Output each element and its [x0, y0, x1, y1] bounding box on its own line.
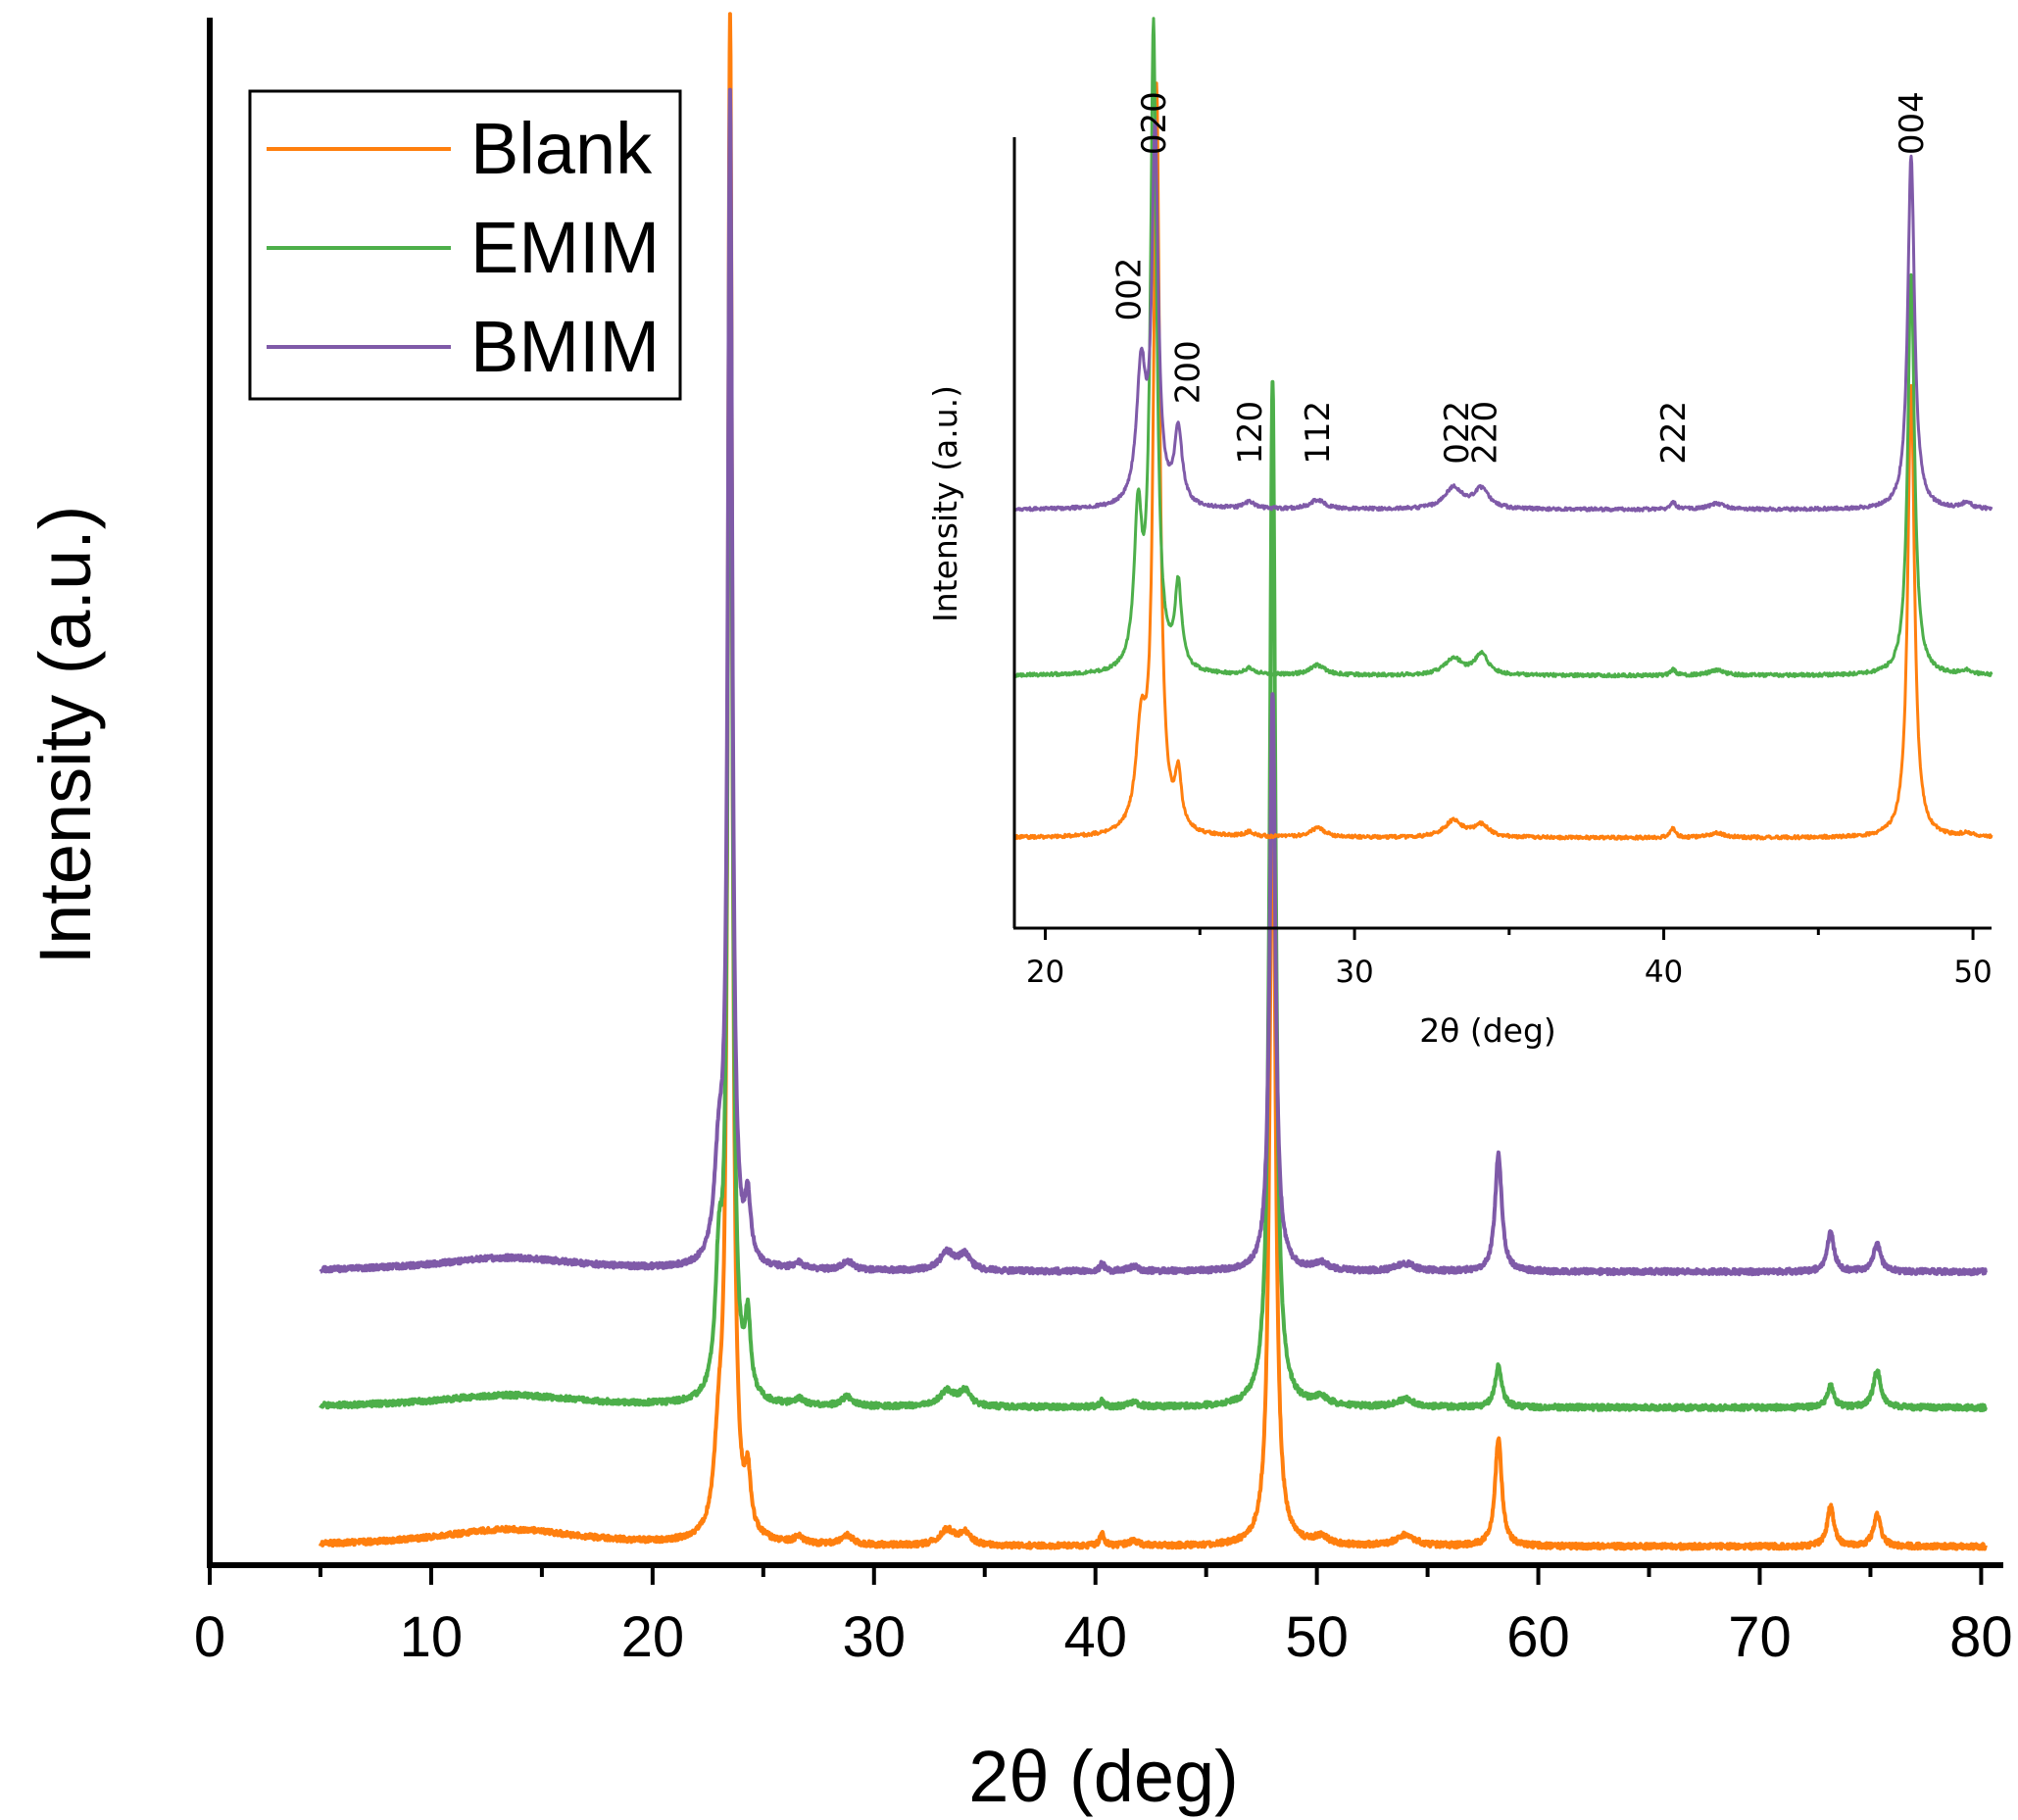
inset-peak-label: 020 [1135, 91, 1174, 155]
inset-series-line-bmim [1013, 119, 1993, 513]
legend-label-bmim: BMIM [470, 306, 660, 387]
x-tick-label: 80 [1949, 1605, 2013, 1669]
x-tick-label: 60 [1506, 1605, 1570, 1669]
x-tick-label: 70 [1728, 1605, 1792, 1669]
main-plot: 0 10 20 30 40 50 60 70 80 2θ (deg) Intensity (a.… [25, 12, 2013, 1817]
inset-y-axis-label: Intensity (a.u.) [926, 385, 964, 622]
inset-peak-label: 222 [1654, 401, 1694, 465]
inset-x-tick-label: 20 [1026, 955, 1064, 990]
inset-series-group [1012, 17, 1993, 841]
x-tick-label: 40 [1063, 1605, 1127, 1669]
inset-peak-label: 120 [1231, 401, 1270, 465]
inset-x-tick-label: 30 [1335, 955, 1373, 990]
inset-peak-label: 112 [1299, 401, 1338, 465]
x-tick-label: 20 [621, 1605, 685, 1669]
main-x-ticks: 0 10 20 30 40 50 60 70 80 [194, 1565, 2013, 1669]
x-tick-label: 50 [1285, 1605, 1349, 1669]
series-line-blank [319, 12, 1988, 1551]
main-series-group [319, 12, 1988, 1551]
x-tick-label: 10 [400, 1605, 464, 1669]
main-x-axis-label: 2θ (deg) [968, 1736, 1239, 1817]
legend: Blank EMIM BMIM [248, 89, 682, 401]
inset-peak-label: 200 [1169, 340, 1208, 404]
series-line-emim [319, 131, 1988, 1412]
inset-x-tick-label: 40 [1645, 955, 1683, 990]
inset-series-line-emim [1013, 17, 1993, 679]
x-tick-label: 30 [843, 1605, 907, 1669]
inset-x-axis-label: 2θ (deg) [1419, 1011, 1556, 1050]
x-tick-label: 0 [194, 1605, 225, 1669]
legend-label-emim: EMIM [470, 207, 660, 288]
series-line-bmim [319, 87, 1988, 1277]
legend-label-blank: Blank [470, 108, 653, 189]
inset-series-line-blank [1012, 81, 1993, 841]
inset-peak-label: 004 [1893, 91, 1932, 155]
inset-x-ticks: 20 30 40 50 [1026, 928, 1993, 990]
inset-peak-label: 220 [1466, 401, 1505, 465]
inset-x-tick-label: 50 [1953, 955, 1992, 990]
inset-peak-label: 022 [1438, 401, 1477, 465]
main-y-axis-label: Intensity (a.u.) [25, 506, 106, 965]
inset-peak-label: 002 [1110, 258, 1150, 321]
